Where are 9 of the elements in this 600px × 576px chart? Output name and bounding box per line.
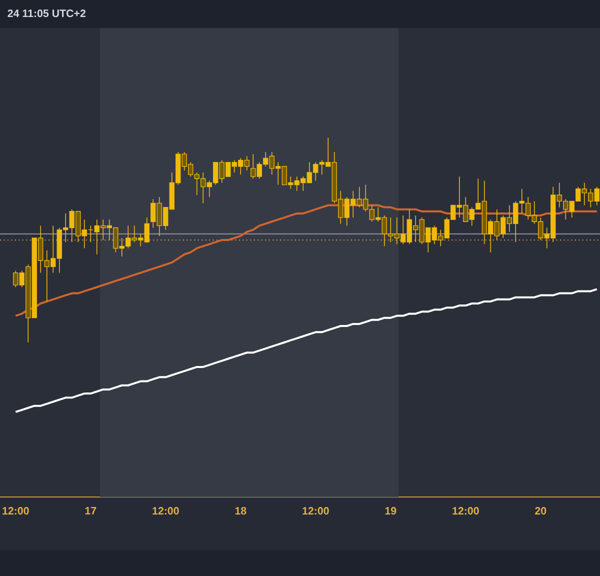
x-tick-label: 12:00 — [452, 507, 479, 515]
chart-subtitle: 24 11:05 UTC+2 — [8, 10, 86, 18]
x-tick-label: 12:00 — [152, 507, 179, 515]
x-tick-label: 20 — [535, 507, 546, 515]
x-tick-label: 17 — [85, 507, 96, 514]
x-tick-label: 18 — [235, 507, 246, 515]
x-tick-label: 12:00 — [2, 507, 29, 515]
x-tick-label: 12:00 — [302, 507, 329, 515]
x-tick-label: 19 — [385, 507, 396, 515]
